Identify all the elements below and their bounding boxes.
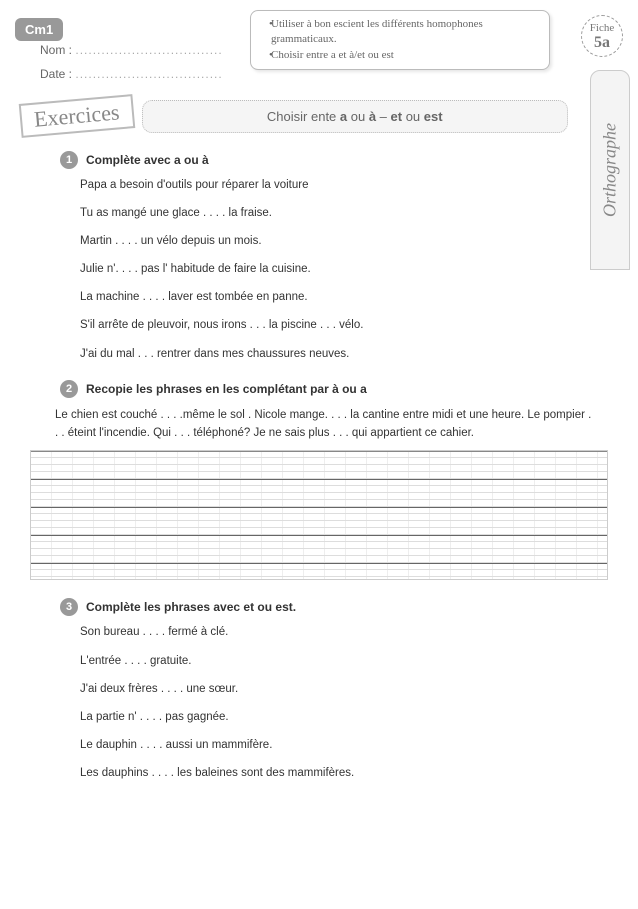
fiche-badge: Fiche 5a	[581, 15, 623, 57]
section-number: 2	[60, 380, 78, 398]
title-text: –	[376, 109, 390, 124]
title-text: ou	[347, 109, 369, 124]
title-text: Choisir ente	[267, 109, 340, 124]
sentence: Julie n'. . . . pas l' habitude de faire…	[80, 261, 618, 277]
section-3-sentences: Son bureau . . . . fermé à clé. L'entrée…	[80, 624, 618, 781]
sentence: S'il arrête de pleuvoir, nous irons . . …	[80, 317, 618, 333]
section-number: 3	[60, 598, 78, 616]
title-bold: à	[369, 109, 376, 124]
subject-label: Orthographe	[600, 123, 621, 217]
objectives-box: Utiliser à bon escient les différents ho…	[250, 10, 550, 70]
sentence: Le dauphin . . . . aussi un mammifère.	[80, 737, 618, 753]
sentence: Son bureau . . . . fermé à clé.	[80, 624, 618, 640]
title-bold: est	[424, 109, 443, 124]
sentence: Tu as mangé une glace . . . . la fraise.	[80, 205, 618, 221]
sentence: L'entrée . . . . gratuite.	[80, 653, 618, 669]
sentence: J'ai deux frères . . . . une sœur.	[80, 681, 618, 697]
subject-tab: Orthographe	[590, 70, 630, 270]
name-input-line[interactable]: ..................................	[75, 43, 222, 57]
date-label: Date :	[40, 67, 72, 81]
sentence: La machine . . . . laver est tombée en p…	[80, 289, 618, 305]
sentence: J'ai du mal . . . rentrer dans mes chaus…	[80, 346, 618, 362]
section-3-head: 3 Complète les phrases avec et ou est.	[60, 598, 618, 616]
sentence: Les dauphins . . . . les baleines sont d…	[80, 765, 618, 781]
objective-item: Utiliser à bon escient les différents ho…	[269, 17, 539, 48]
title-bold: et	[391, 109, 403, 124]
section-1-sentences: Papa a besoin d'outils pour réparer la v…	[80, 177, 618, 362]
section-title: Recopie les phrases en les complétant pa…	[86, 382, 367, 396]
writing-grid[interactable]	[30, 450, 608, 580]
section-1-head: 1 Complète avec a ou à	[60, 151, 618, 169]
section-2-paragraph: Le chien est couché . . . .même le sol .…	[55, 406, 593, 443]
exercices-header: Exercices Choisir ente a ou à – et ou es…	[20, 99, 618, 133]
title-bar: Choisir ente a ou à – et ou est	[142, 100, 569, 133]
section-title: Complète avec a ou à	[86, 153, 209, 167]
fiche-number: 5a	[582, 34, 622, 52]
section-title: Complète les phrases avec et ou est.	[86, 600, 296, 614]
objective-item: Choisir entre a et à/et ou est	[269, 48, 539, 63]
fiche-label: Fiche	[582, 22, 622, 34]
section-2-head: 2 Recopie les phrases en les complétant …	[60, 380, 618, 398]
date-input-line[interactable]: ..................................	[75, 67, 222, 81]
level-badge: Cm1	[15, 18, 63, 41]
title-text: ou	[402, 109, 424, 124]
exercices-label: Exercices	[19, 94, 135, 138]
sentence: Martin . . . . un vélo depuis un mois.	[80, 233, 618, 249]
section-number: 1	[60, 151, 78, 169]
sentence: Papa a besoin d'outils pour réparer la v…	[80, 177, 618, 193]
name-label: Nom :	[40, 43, 72, 57]
sentence: La partie n' . . . . pas gagnée.	[80, 709, 618, 725]
